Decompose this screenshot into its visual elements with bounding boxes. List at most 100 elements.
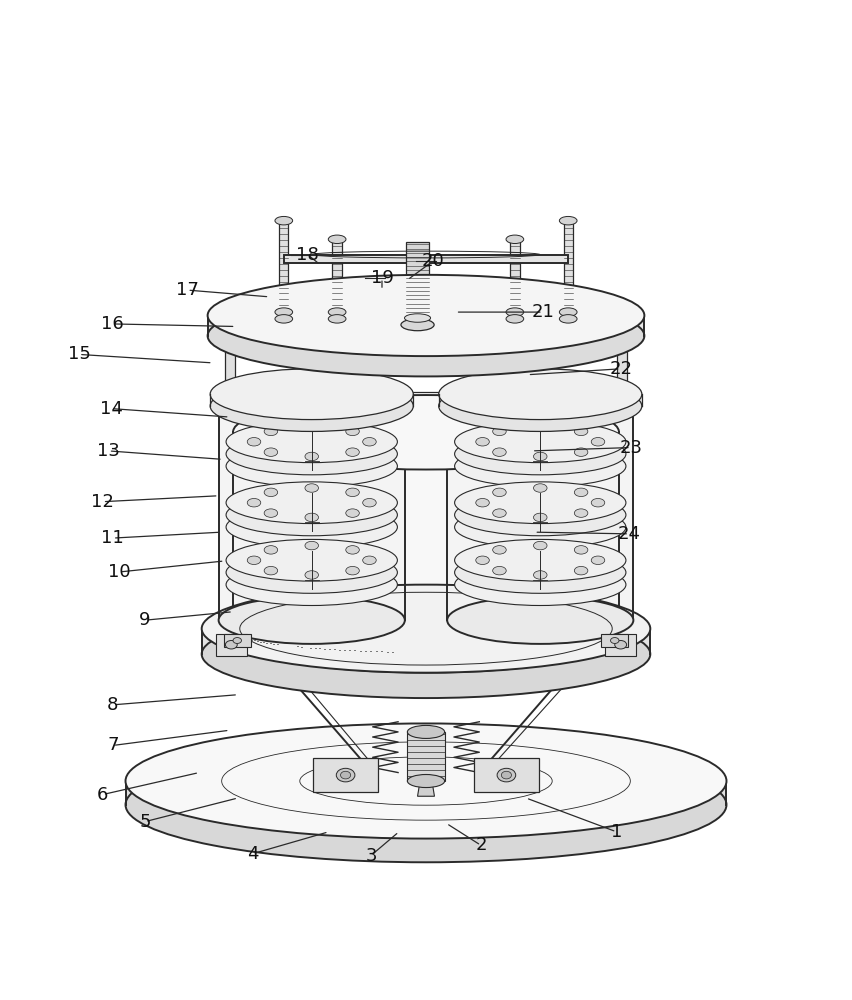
Ellipse shape (328, 315, 346, 323)
Ellipse shape (219, 596, 405, 644)
Ellipse shape (447, 596, 633, 644)
Text: 9: 9 (139, 611, 151, 629)
Ellipse shape (455, 539, 626, 581)
Ellipse shape (560, 315, 577, 323)
Ellipse shape (533, 423, 547, 431)
Ellipse shape (533, 571, 547, 579)
Text: 8: 8 (107, 696, 118, 714)
Ellipse shape (264, 509, 278, 517)
Ellipse shape (455, 421, 626, 463)
Ellipse shape (475, 498, 489, 507)
Polygon shape (210, 394, 413, 406)
Ellipse shape (506, 315, 524, 323)
Ellipse shape (447, 375, 633, 422)
Ellipse shape (346, 427, 360, 436)
Ellipse shape (226, 539, 397, 581)
Ellipse shape (346, 488, 360, 497)
Ellipse shape (328, 235, 346, 244)
Ellipse shape (533, 513, 547, 522)
Ellipse shape (363, 556, 377, 564)
Polygon shape (219, 398, 405, 620)
Ellipse shape (208, 275, 644, 356)
Ellipse shape (574, 448, 588, 456)
Text: 7: 7 (107, 736, 118, 754)
Ellipse shape (506, 235, 524, 244)
Ellipse shape (574, 427, 588, 436)
Polygon shape (279, 221, 289, 315)
Ellipse shape (501, 771, 511, 779)
Ellipse shape (233, 395, 619, 470)
Ellipse shape (337, 768, 355, 782)
Ellipse shape (611, 638, 619, 643)
Text: 12: 12 (91, 493, 114, 511)
Ellipse shape (226, 552, 397, 593)
Polygon shape (125, 781, 727, 805)
Ellipse shape (455, 433, 626, 475)
Text: 24: 24 (618, 525, 641, 543)
Ellipse shape (233, 638, 241, 643)
Ellipse shape (497, 768, 515, 782)
FancyBboxPatch shape (224, 634, 250, 647)
Ellipse shape (591, 556, 605, 564)
Ellipse shape (305, 571, 319, 579)
Ellipse shape (560, 216, 577, 225)
Text: 15: 15 (67, 345, 90, 363)
Text: 3: 3 (366, 847, 377, 865)
Ellipse shape (363, 498, 377, 507)
Ellipse shape (346, 509, 360, 517)
Ellipse shape (439, 381, 642, 431)
Text: 23: 23 (619, 439, 642, 457)
Polygon shape (202, 629, 650, 654)
Ellipse shape (125, 747, 727, 862)
Ellipse shape (247, 556, 261, 564)
Ellipse shape (226, 494, 397, 536)
Ellipse shape (226, 641, 237, 649)
FancyBboxPatch shape (606, 634, 636, 656)
Ellipse shape (346, 448, 360, 456)
Text: 6: 6 (97, 786, 108, 804)
Polygon shape (284, 255, 568, 263)
Ellipse shape (455, 564, 626, 606)
Ellipse shape (591, 438, 605, 446)
Polygon shape (439, 394, 642, 406)
Ellipse shape (492, 566, 506, 575)
Text: 20: 20 (422, 252, 444, 270)
FancyBboxPatch shape (216, 634, 246, 656)
Ellipse shape (275, 308, 292, 316)
Ellipse shape (591, 498, 605, 507)
Polygon shape (407, 732, 445, 781)
Ellipse shape (492, 448, 506, 456)
Ellipse shape (275, 216, 292, 225)
Ellipse shape (455, 552, 626, 593)
Ellipse shape (226, 506, 397, 548)
Ellipse shape (264, 427, 278, 436)
Ellipse shape (455, 482, 626, 524)
Ellipse shape (363, 438, 377, 446)
Ellipse shape (574, 546, 588, 554)
Polygon shape (417, 781, 435, 796)
Ellipse shape (455, 494, 626, 536)
Text: 14: 14 (100, 400, 123, 418)
Polygon shape (618, 331, 627, 409)
Ellipse shape (346, 546, 360, 554)
Polygon shape (225, 331, 234, 409)
Polygon shape (208, 315, 644, 336)
Ellipse shape (506, 308, 524, 316)
Ellipse shape (125, 723, 727, 839)
Text: 2: 2 (475, 836, 486, 854)
Text: 11: 11 (101, 529, 124, 547)
Ellipse shape (202, 585, 650, 673)
Ellipse shape (328, 308, 346, 316)
Ellipse shape (492, 427, 506, 436)
Text: 10: 10 (108, 563, 131, 581)
Text: 21: 21 (532, 303, 555, 321)
Ellipse shape (226, 421, 397, 463)
Ellipse shape (405, 314, 430, 322)
Ellipse shape (492, 509, 506, 517)
Ellipse shape (305, 513, 319, 522)
Ellipse shape (560, 308, 577, 316)
Ellipse shape (574, 566, 588, 575)
Text: 1: 1 (611, 823, 622, 841)
Ellipse shape (439, 369, 642, 420)
Ellipse shape (247, 498, 261, 507)
